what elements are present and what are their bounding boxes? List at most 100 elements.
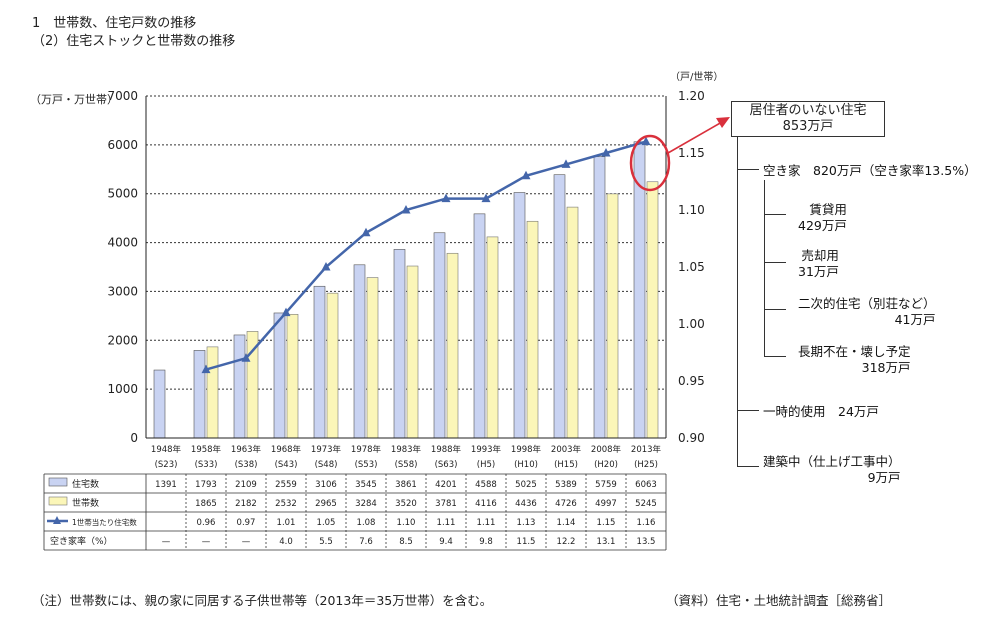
tree-branch-niji — [764, 309, 786, 310]
table-row-label: 世帯数 — [72, 497, 99, 509]
y-tick-label: 6000 — [107, 138, 138, 152]
table-cell: — — [162, 537, 171, 547]
table-row-label: 1世帯当たり住宅数 — [72, 517, 137, 527]
x-tick-year: 2013年 — [631, 444, 662, 455]
table-cell: 0.97 — [237, 518, 256, 528]
x-tick-year: 1988年 — [431, 444, 462, 455]
bar-housing — [273, 312, 286, 439]
legend-marker-ratio — [53, 516, 61, 524]
y-tick-label: 7000 — [107, 89, 138, 103]
bar-housing — [473, 213, 486, 439]
table-cell: 4.0 — [279, 537, 293, 547]
x-tick-year: 2003年 — [551, 444, 582, 455]
table-cell: 2965 — [315, 499, 337, 509]
label-kenchiku: 建築中（仕上げ工事中） 9万戸 — [763, 454, 901, 485]
tree-branch-kenchiku — [737, 466, 759, 467]
x-tick-year: 2008年 — [591, 444, 622, 455]
x-tick-year: 1968年 — [271, 444, 302, 455]
bar-households — [646, 181, 659, 439]
ratio-point — [561, 159, 571, 168]
highlight-arrow-head — [716, 117, 730, 128]
y2-tick-label: 1.05 — [678, 260, 705, 274]
table-cell: 7.6 — [359, 537, 373, 547]
table-cell: 5025 — [515, 480, 537, 490]
table-cell: 4997 — [595, 499, 617, 509]
label-choki: 長期不在・壊し予定 318万戸 — [798, 344, 911, 375]
table-cell: 1.08 — [357, 518, 376, 528]
ratio-point — [601, 148, 611, 157]
x-tick-era: (S48) — [315, 460, 338, 470]
label-baikyaku: 売却用 31万戸 — [798, 248, 839, 279]
table-cell: 4201 — [435, 480, 457, 490]
bar-households — [366, 277, 379, 439]
vacant-dwelling-box: 居住者のいない住宅 853万戸 — [731, 101, 885, 137]
ratio-point — [401, 205, 411, 214]
table-cell: 9.8 — [479, 537, 493, 547]
table-cell: 3520 — [395, 499, 417, 509]
x-tick-year: 1948年 — [151, 444, 182, 455]
y2-tick-label: 0.95 — [678, 374, 705, 388]
table-cell: 3106 — [315, 480, 337, 490]
table-cell: 3545 — [355, 480, 377, 490]
legend-swatch-housing — [48, 477, 68, 487]
table-cell: 1865 — [195, 499, 217, 509]
ratio-point — [481, 193, 491, 203]
x-tick-era: (H20) — [594, 460, 618, 470]
tree-trunk — [737, 136, 738, 466]
x-tick-era: (S63) — [435, 460, 458, 470]
bar-households — [446, 252, 459, 439]
label-ichiji: 一時的使用 24万戸 — [763, 404, 879, 419]
table-cell: 13.5 — [637, 537, 656, 547]
bar-housing — [353, 264, 366, 439]
x-tick-era: (H5) — [477, 460, 495, 470]
table-cell: 1.11 — [437, 518, 456, 528]
tree-branch-akiya — [737, 169, 759, 170]
footnote: （注）世帯数には、親の家に同居する子供世帯等（2013年＝35万世帯）を含む。 — [32, 593, 493, 608]
table-cell: 1.05 — [317, 518, 336, 528]
table-cell: 11.5 — [517, 537, 536, 547]
label-niji: 二次的住宅（別荘など） 41万戸 — [798, 296, 936, 327]
x-tick-era: (S33) — [195, 460, 218, 470]
ratio-point — [441, 193, 451, 203]
bar-housing — [193, 350, 206, 439]
tree-branch-baikyaku — [764, 262, 786, 263]
y-tick-label: 0 — [130, 431, 138, 445]
table-cell: 2559 — [275, 480, 297, 490]
table-cell: 3284 — [355, 499, 377, 509]
y2-tick-label: 1.10 — [678, 203, 705, 217]
table-cell: 6063 — [635, 480, 657, 490]
table-cell: 1.10 — [397, 518, 416, 528]
tree-branch-ichiji — [737, 410, 759, 411]
table-cell: 1.13 — [517, 518, 536, 528]
bar-housing — [433, 232, 446, 439]
x-tick-era: (S38) — [235, 460, 258, 470]
y-axis-label: （万戸・万世帯） — [30, 93, 118, 106]
table-cell: 4436 — [515, 499, 537, 509]
bar-households — [526, 220, 539, 439]
x-tick-year: 1963年 — [231, 444, 262, 455]
x-tick-year: 1973年 — [311, 444, 342, 455]
table-cell: 1.14 — [557, 518, 576, 528]
x-tick-era: (H25) — [634, 460, 658, 470]
table-cell: 2532 — [275, 499, 297, 509]
label-akiya: 空き家 820万戸（空き家率13.5%） — [763, 163, 977, 178]
bar-households — [486, 236, 499, 439]
table-cell: 12.2 — [557, 537, 576, 547]
x-tick-year: 1978年 — [351, 444, 382, 455]
legend-swatch-households — [48, 496, 68, 506]
y2-tick-label: 1.20 — [678, 89, 705, 103]
x-tick-year: 1958年 — [191, 444, 222, 455]
tree-subtrunk — [764, 180, 765, 357]
y-tick-label: 2000 — [107, 333, 138, 347]
table-cell: 1.01 — [277, 518, 296, 528]
heading-2: （2）住宅ストックと世帯数の推移 — [32, 34, 236, 49]
ratio-point — [241, 353, 251, 362]
x-tick-era: (S23) — [155, 460, 178, 470]
table-cell: 2182 — [235, 499, 257, 509]
x-tick-era: (H15) — [554, 460, 578, 470]
x-tick-year: 1983年 — [391, 444, 422, 455]
table-cell: 5389 — [555, 480, 577, 490]
table-cell: 9.4 — [439, 537, 453, 547]
bar-households — [566, 206, 579, 439]
y2-tick-label: 0.90 — [678, 431, 705, 445]
